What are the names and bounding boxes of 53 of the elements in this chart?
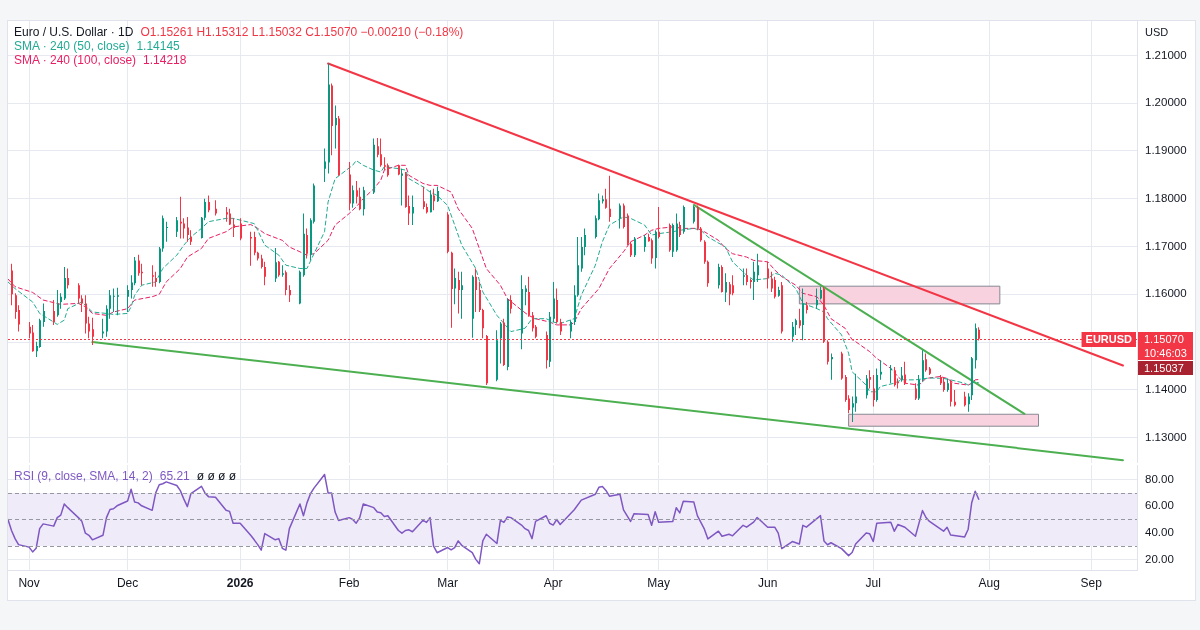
x-tick-label: Jun bbox=[758, 575, 778, 590]
candlestick bbox=[180, 196, 182, 239]
candlestick bbox=[401, 168, 403, 206]
x-tick-label: Feb bbox=[338, 575, 360, 590]
chart-subtitle: O1.15261 H1.15312 L1.15032 C1.15070 −0.00210 (−0.18%) bbox=[140, 25, 464, 39]
y-axis-title: USD bbox=[1145, 26, 1169, 39]
candlestick bbox=[152, 265, 154, 287]
text: 1.15037 bbox=[1144, 361, 1184, 374]
y-tick-label: 1.20000 bbox=[1145, 96, 1187, 109]
candlestick bbox=[461, 271, 463, 319]
y-tick-label: 80.00 bbox=[1145, 472, 1174, 485]
candlestick bbox=[113, 288, 115, 312]
candlestick bbox=[743, 268, 745, 286]
ref-line-label: EURUSD bbox=[1085, 333, 1133, 346]
x-tick-label: May bbox=[647, 575, 671, 590]
annotation: 65.21 bbox=[159, 469, 190, 483]
candlestick bbox=[250, 231, 252, 266]
y-tick-label: 1.21000 bbox=[1145, 48, 1187, 61]
annotation: 1.14218 bbox=[143, 53, 187, 67]
chart-title: Euro / U.S. Dollar · 1D bbox=[14, 25, 134, 39]
y-tick-label: 20.00 bbox=[1145, 552, 1174, 565]
candlestick bbox=[166, 221, 168, 242]
candlestick bbox=[226, 206, 228, 222]
candlestick bbox=[890, 365, 892, 384]
y-tick-label: 1.17000 bbox=[1145, 239, 1187, 252]
text: 10:46:03 bbox=[1144, 346, 1187, 359]
y-tick-label: 40.00 bbox=[1145, 525, 1174, 538]
candlestick bbox=[102, 318, 104, 339]
candlestick bbox=[880, 360, 882, 380]
annotation: ø ø ø ø bbox=[196, 469, 237, 483]
x-tick-label: 2026 bbox=[226, 575, 254, 590]
y-tick-label: 60.00 bbox=[1145, 499, 1174, 512]
x-tick-label: Dec bbox=[116, 575, 139, 590]
series-label: RSI (9, close, SMA, 14, 2) bbox=[14, 469, 153, 483]
candlestick bbox=[282, 265, 284, 277]
x-tick-label: Sep bbox=[1080, 575, 1103, 590]
annotation: 1.14145 bbox=[136, 39, 180, 53]
text: SMA · 240 (50, close) bbox=[14, 39, 130, 53]
x-tick-label: Apr bbox=[543, 575, 563, 590]
text: 1.15070 bbox=[1144, 332, 1184, 345]
x-tick-label: Nov bbox=[18, 575, 40, 590]
candlestick bbox=[831, 353, 833, 380]
text: SMA · 240 (100, close) bbox=[14, 53, 137, 67]
x-tick-label: Jul bbox=[865, 575, 881, 590]
candlestick bbox=[602, 195, 604, 204]
y-tick-label: 1.18000 bbox=[1145, 191, 1187, 204]
y-tick-label: 1.13000 bbox=[1145, 430, 1187, 443]
y-tick-label: 1.16000 bbox=[1145, 287, 1187, 300]
x-tick-label: Aug bbox=[978, 575, 1000, 590]
y-tick-label: 1.19000 bbox=[1145, 144, 1187, 157]
x-tick-label: Mar bbox=[437, 575, 458, 590]
candlestick bbox=[117, 287, 119, 316]
y-tick-label: 1.14000 bbox=[1145, 383, 1187, 396]
